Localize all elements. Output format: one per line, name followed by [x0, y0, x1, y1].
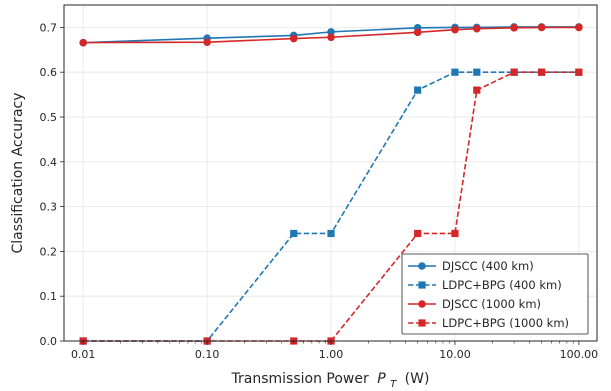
series-line: [83, 71, 579, 342]
x-tick-label: 0.10: [195, 348, 220, 361]
data-point: [537, 23, 546, 32]
legend-label: LDPC+BPG (1000 km): [442, 316, 569, 330]
x-axis-label-unit: (W): [405, 371, 430, 387]
y-axis-label: Classification Accuracy: [10, 93, 26, 254]
y-tick-label: 0.7: [40, 21, 58, 34]
data-point: [451, 229, 459, 238]
data-point: [327, 229, 335, 238]
data-point: [451, 68, 459, 76]
x-axis-label: Transmission Power P T (W): [231, 371, 430, 391]
legend-marker: [418, 319, 426, 327]
y-tick-label: 0.3: [40, 201, 58, 214]
y-tick-label: 0.6: [40, 66, 58, 79]
series-line: [83, 71, 579, 342]
data-point: [451, 25, 459, 34]
x-tick-label: 0.01: [71, 348, 96, 361]
y-tick-label: 0.2: [40, 245, 58, 258]
series-group: [79, 23, 583, 47]
data-point: [537, 68, 546, 76]
x-axis-label-text: Transmission Power: [231, 371, 369, 387]
data-point: [575, 68, 583, 76]
legend: DJSCC (400 km) LDPC+BPG (400 km) DJSCC (10…: [401, 253, 589, 335]
y-tick-label: 0.5: [40, 111, 58, 124]
data-point: [473, 86, 481, 94]
ticks: 0.01 0.10 1.00 10.00 100.00 0.0 0.1 0.2 0.3 0.4 0.…: [40, 21, 599, 361]
data-point: [289, 34, 298, 43]
x-tick-label: 100.00: [560, 348, 599, 361]
data-point: [203, 38, 211, 46]
y-tick-label: 0.1: [40, 290, 58, 303]
data-point: [473, 68, 481, 76]
legend-marker: [418, 281, 426, 289]
data-point: [327, 28, 335, 36]
grid: [64, 5, 597, 342]
legend-label: DJSCC (400 km): [442, 259, 534, 273]
data-point: [290, 229, 298, 238]
data-point: [472, 24, 481, 33]
legend-marker: [418, 262, 426, 270]
x-axis-label-symbol: P: [377, 371, 386, 387]
y-tick-label: 0.0: [40, 335, 58, 348]
x-axis-label-subscript: T: [390, 379, 397, 390]
data-point: [510, 24, 518, 32]
plot-frame: [63, 4, 598, 342]
legend-marker: [418, 300, 426, 308]
data-point: [327, 33, 335, 42]
y-tick-label: 0.4: [40, 156, 58, 169]
data-point: [575, 23, 583, 32]
data-point: [414, 86, 422, 94]
series-line: [83, 26, 579, 44]
legend-label: LDPC+BPG (400 km): [442, 278, 562, 292]
legend-box: [401, 253, 589, 335]
x-tick-label: 10.00: [439, 348, 471, 361]
data-point: [79, 38, 87, 47]
data-point: [414, 229, 422, 238]
data-point: [413, 28, 422, 37]
data-point: [510, 68, 518, 76]
legend-label: DJSCC (1000 km): [442, 297, 541, 311]
x-tick-label: 1.00: [319, 348, 344, 361]
